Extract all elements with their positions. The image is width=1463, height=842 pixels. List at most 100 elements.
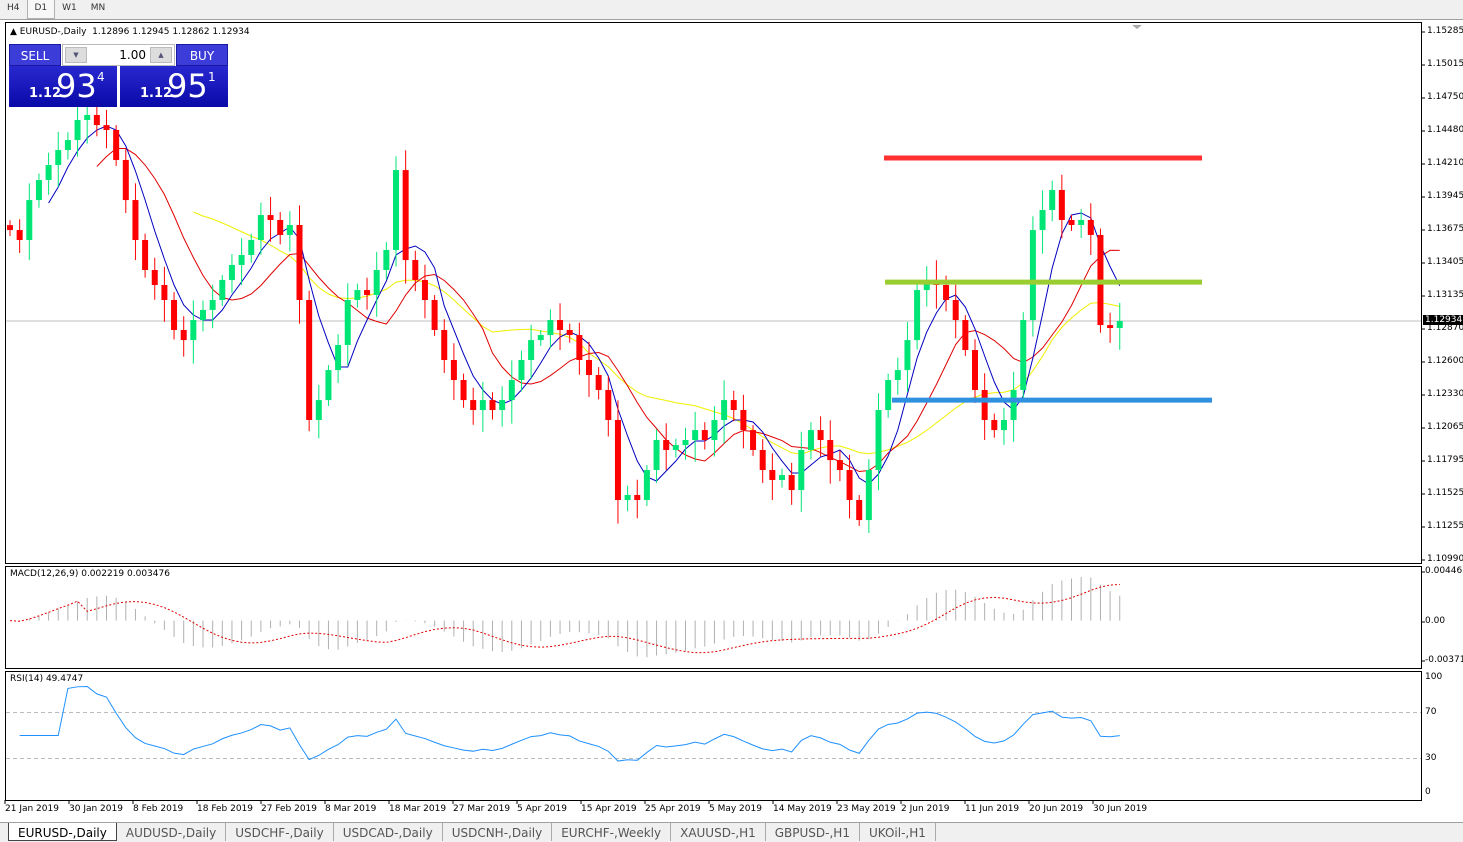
date-axis-label: 5 Apr 2019 — [517, 804, 567, 814]
candle-body — [296, 225, 303, 300]
candle-body — [132, 200, 139, 241]
chart-tab[interactable]: USDCHF-,Daily — [226, 823, 334, 841]
candle-body — [547, 320, 554, 336]
lot-size-field[interactable]: ▼ 1.00 ▲ — [62, 44, 175, 66]
sell-price-pips: 93 — [56, 67, 97, 105]
sell-price[interactable]: 1.12 93 4 — [9, 66, 117, 107]
candle-body — [354, 290, 361, 300]
chart-tab[interactable]: USDCNH-,Daily — [443, 823, 553, 841]
candle-body — [653, 440, 660, 471]
candle-body — [798, 449, 805, 491]
chart-tab[interactable]: XAUUSD-,H1 — [671, 823, 766, 841]
candle-body — [257, 215, 264, 241]
tf-mn[interactable]: MN — [90, 3, 106, 13]
candle-body — [586, 359, 592, 375]
candle-body — [769, 470, 776, 480]
lot-decrease-icon[interactable]: ▼ — [65, 47, 87, 63]
candle-body — [489, 400, 496, 411]
candle-body — [730, 400, 737, 411]
chart-tab[interactable]: USDCAD-,Daily — [334, 823, 443, 841]
candle-body — [1049, 189, 1056, 211]
candle-body — [228, 264, 235, 280]
candle-body — [103, 125, 110, 130]
candle-body — [614, 419, 621, 501]
candle-body — [383, 249, 390, 270]
chart-tab[interactable]: AUDUSD-,Daily — [117, 823, 227, 841]
rsi-axis-label: 70 — [1425, 706, 1437, 717]
candle-body — [450, 359, 457, 381]
date-axis-label: 27 Feb 2019 — [261, 804, 318, 814]
buy-price[interactable]: 1.12 95 1 — [120, 66, 228, 107]
candle-body — [885, 380, 892, 411]
candle-body — [315, 400, 322, 420]
candle-body — [1068, 219, 1075, 226]
candle-body — [306, 299, 313, 420]
date-axis-label: 30 Jun 2019 — [1093, 804, 1148, 814]
candle-body — [518, 359, 525, 381]
candle-body — [624, 494, 631, 501]
chart-ohlc: 1.12896 1.12945 1.12862 1.12934 — [92, 27, 250, 37]
candle-body — [16, 230, 23, 241]
candle-body — [952, 299, 959, 321]
candle-body — [26, 200, 33, 241]
price-axis-label: 1.13405 — [1427, 257, 1463, 267]
candle-body — [894, 370, 901, 381]
price-axis-label: 1.14480 — [1427, 125, 1463, 135]
buy-button[interactable]: BUY — [176, 44, 228, 66]
candle-body — [779, 475, 785, 480]
candle-body — [161, 284, 168, 300]
chart-canvas[interactable] — [0, 0, 1463, 822]
candle-body — [286, 225, 293, 235]
rsi-line — [19, 685, 1120, 762]
price-axis-label: 1.13945 — [1427, 191, 1463, 201]
candle-body — [759, 449, 766, 471]
chart-tab[interactable]: GBPUSD-,H1 — [766, 823, 860, 841]
candle-body — [64, 140, 71, 151]
chart-tab[interactable]: EURCHF-,Weekly — [552, 823, 672, 841]
price-axis-label: 1.15285 — [1427, 26, 1463, 36]
tf-h4[interactable]: H4 — [7, 3, 20, 13]
candle-body — [1000, 419, 1007, 431]
date-axis-label: 15 Apr 2019 — [581, 804, 637, 814]
buy-price-pips: 95 — [167, 67, 208, 105]
current-price-label: 1.12934 — [1423, 315, 1463, 326]
candle-body — [856, 500, 863, 521]
candle-body — [750, 430, 757, 450]
candle-body — [55, 150, 62, 166]
macd-axis-label: -0.003715 — [1425, 655, 1463, 665]
candle-body — [335, 344, 342, 371]
collapse-triangle-icon[interactable]: ▲ — [10, 27, 17, 37]
candle-body — [180, 329, 187, 341]
rsi-axis-label: 0 — [1425, 787, 1431, 797]
candle-body — [1029, 230, 1036, 321]
candle-body — [113, 129, 120, 160]
sell-button[interactable]: SELL — [9, 44, 61, 66]
candle-body — [1078, 219, 1085, 226]
lot-value[interactable]: 1.00 — [119, 48, 146, 62]
candle-body — [672, 445, 679, 450]
tf-d1[interactable]: D1 — [26, 0, 56, 19]
candle-body — [277, 219, 284, 235]
lot-increase-icon[interactable]: ▲ — [150, 47, 172, 63]
candle-body — [634, 494, 641, 501]
buy-price-big: 1.12 — [140, 86, 173, 101]
price-axis-label: 1.11795 — [1427, 455, 1463, 465]
chart-tab[interactable]: EURUSD-,Daily — [8, 823, 117, 841]
price-axis-label: 1.10990 — [1427, 554, 1463, 564]
chart-tab[interactable]: UKOil-,H1 — [860, 823, 936, 841]
date-axis-label: 18 Feb 2019 — [197, 804, 254, 814]
candle-body — [238, 255, 245, 265]
candle-body — [171, 299, 178, 330]
candle-body — [923, 279, 930, 291]
date-axis-label: 2 Jun 2019 — [901, 804, 950, 814]
candle-body — [711, 419, 718, 441]
candle-body — [190, 320, 197, 341]
shift-marker-icon — [1132, 25, 1142, 29]
price-axis-label: 1.12330 — [1427, 389, 1463, 399]
candle-body — [981, 389, 988, 420]
tf-w1[interactable]: W1 — [62, 3, 77, 13]
candle-body — [1039, 210, 1046, 231]
candle-body — [914, 290, 921, 341]
candle-body — [1010, 389, 1017, 420]
date-axis-label: 27 Mar 2019 — [453, 804, 511, 814]
